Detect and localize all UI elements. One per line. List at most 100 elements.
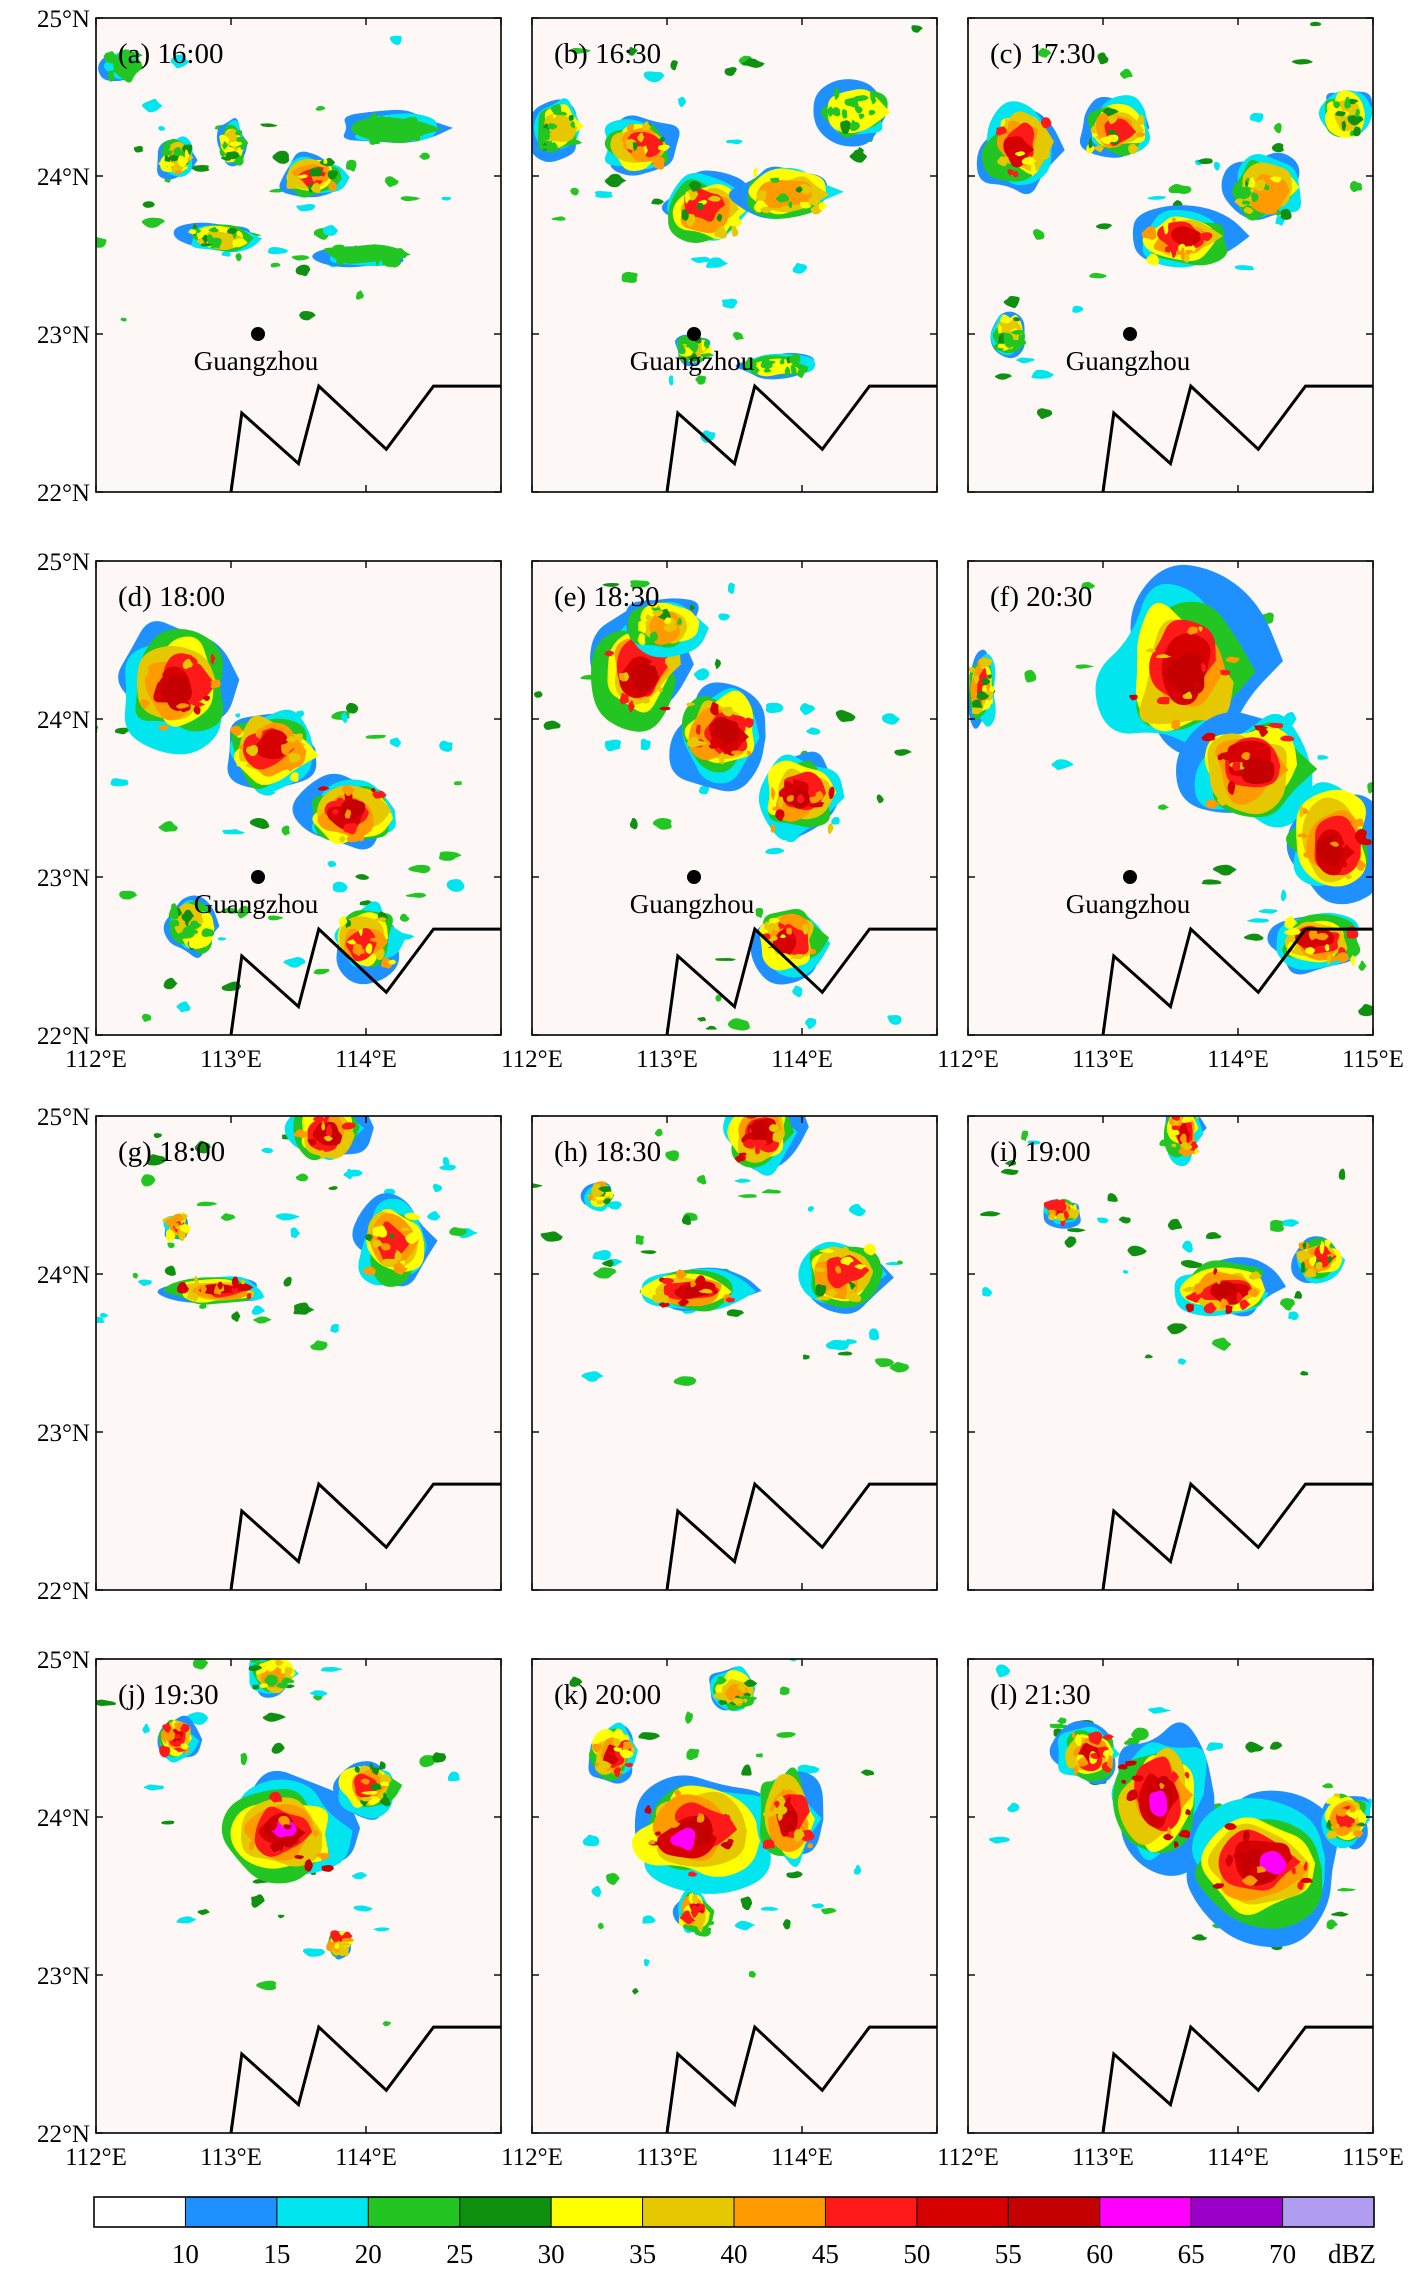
storm-cell [1182,691,1193,699]
lat-tick-label: 23°N [37,1963,90,1990]
storm-cell [360,1778,370,1785]
storm-cell [369,136,381,145]
storm-cell [1341,860,1348,868]
storm-cell [796,794,805,804]
storm-cell [1233,1853,1247,1859]
storm-cell [1344,96,1351,109]
echo-cell [806,727,821,735]
echo-cell [721,298,738,309]
storm-cell [998,324,1002,334]
echo-cell [732,331,744,341]
storm-cell [1128,143,1140,154]
storm-cell [1178,1829,1191,1839]
storm-cell [1247,1288,1260,1298]
echo-cell [792,1635,807,1644]
lat-tick-label: 24°N [37,1262,90,1289]
echo-cell [734,1178,751,1183]
city-label: Guangzhou [194,889,319,919]
storm-cell [1156,654,1172,659]
storm-cell [1349,1805,1357,1813]
storm-cell [1137,114,1145,126]
storm-cell [757,1153,764,1163]
storm-cell [730,216,740,223]
storm-cell [1013,317,1020,322]
storm-cell [1172,217,1176,223]
echo-cell [764,847,785,855]
echo-cell [310,1340,328,1351]
storm-cell [782,1816,793,1826]
storm-cell [360,1797,373,1802]
reflectivity-field [534,528,912,1031]
storm-cell [107,70,115,82]
storm-cell [202,234,209,244]
echo-cell [1349,181,1363,193]
storm-cell [619,1749,634,1759]
storm-cell [632,142,638,151]
echo-cell [1310,21,1322,27]
echo-cell [602,1259,614,1268]
storm-layer [543,112,578,142]
echo-cell [267,246,288,255]
echo-cell [283,1276,292,1287]
echo-cell [270,262,281,268]
storm-cell [372,1225,388,1238]
storm-cell [840,1256,854,1266]
colorbar-tick-label: 60 [1086,2239,1113,2269]
echo-cell [951,338,957,343]
echo-cell [551,216,566,221]
storm-cell [752,1139,768,1148]
echo-cell [602,583,620,587]
map-panel: 112°E 113°E 114°E 115°E Guangzhou (f) 20:30 [937,560,1404,1073]
storm-cell [1108,115,1118,125]
echo-cell [447,1771,460,1782]
storm-cell [658,1301,670,1308]
coastline [665,2024,937,2133]
storm-cell [1193,682,1201,688]
storm-cell [174,1734,182,1739]
storm-cell [347,835,359,843]
storm-cell [370,112,377,121]
storm-cell [375,253,380,267]
storm-cell [168,907,179,920]
storm-cell [863,1243,877,1256]
storm-cell [182,658,193,670]
storm-cell [612,140,624,153]
reflectivity-field [569,1610,875,1995]
echo-cell [153,1133,162,1139]
echo-cell [251,1894,265,1908]
echo-cell [532,1183,544,1188]
echo-cell [253,1316,272,1324]
storm-cell [380,253,389,266]
echo-cell [792,262,808,274]
storm-cell [1145,253,1160,266]
storm-cell [1066,1758,1074,1769]
echo-cell [1032,228,1045,240]
echo-cell [594,191,613,198]
echo-cell [581,1371,604,1382]
storm-cell [200,1284,207,1293]
echo-cell [559,528,566,535]
storm-cell [1212,1883,1225,1889]
echo-cell [800,1610,812,1621]
storm-cell [1280,735,1295,742]
storm-cell [160,1735,168,1741]
storm-cell [641,121,652,131]
echo-cell [99,1312,109,1318]
echo-cell [1118,1216,1131,1224]
storm-cell [686,702,696,707]
storm-cell [677,617,682,626]
storm-cell [1215,1273,1221,1285]
storm-layer [1149,1790,1168,1817]
storm-cell [278,1842,284,1851]
storm-cell [1333,101,1341,109]
storm-cell [217,1281,223,1290]
storm-cell [552,113,557,118]
echo-cell [330,1324,339,1333]
storm-cell [222,141,228,150]
echo-cell [442,1156,450,1167]
storm-cell [1102,107,1119,117]
storm-cell [836,1246,850,1258]
storm-cell [1259,728,1269,738]
lon-tick-label: 112°E [65,1046,127,1073]
echo-cell [355,290,364,300]
